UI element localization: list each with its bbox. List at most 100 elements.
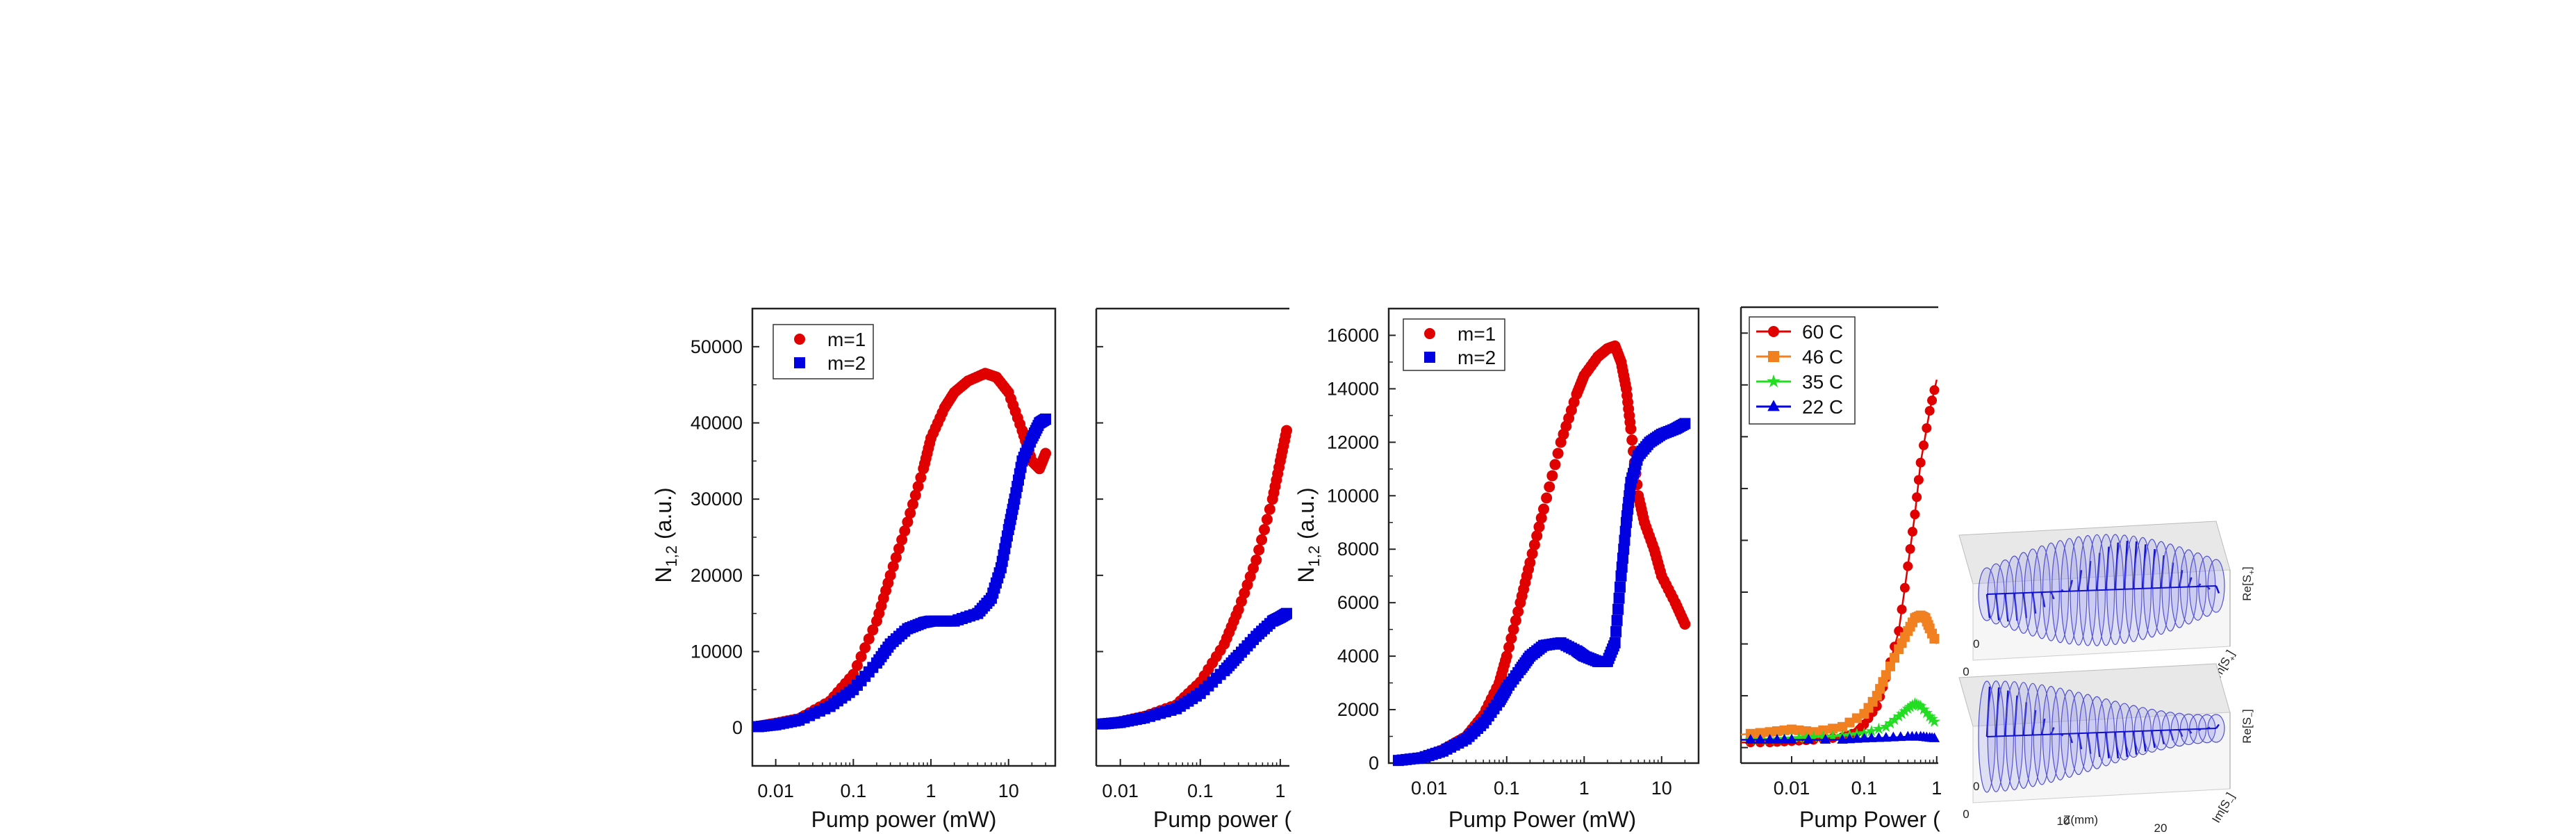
data-point bbox=[1880, 720, 1892, 733]
data-point bbox=[915, 472, 927, 484]
x-tick-label: 1 bbox=[1275, 780, 1285, 801]
inset-re-label: Re[S−] bbox=[2240, 709, 2256, 744]
data-point bbox=[1917, 703, 1930, 715]
inset-bottom: 0 10 20 0 Z(mm) Re[S−] Im[S−] bbox=[1958, 663, 2256, 834]
y-tick-label: 16000 bbox=[1327, 325, 1379, 345]
inset-vector bbox=[2123, 731, 2129, 758]
data-point bbox=[1626, 434, 1638, 446]
legend-marker bbox=[1768, 351, 1779, 362]
y-tick-label: 12000 bbox=[1327, 432, 1379, 452]
data-point bbox=[1533, 521, 1545, 533]
panel-2-xlabel: Pump power ( bbox=[1153, 807, 1292, 832]
data-point bbox=[1800, 731, 1813, 743]
data-point bbox=[1619, 525, 1631, 537]
legend-label: 46 C bbox=[1802, 346, 1843, 368]
panel-1-xlabel: Pump power (mW) bbox=[811, 807, 997, 832]
data-point bbox=[1837, 734, 1848, 744]
inset-z-tick: 20 bbox=[2154, 821, 2168, 834]
data-point bbox=[1895, 731, 1906, 742]
inset-re-label: Re[S+] bbox=[2240, 566, 2256, 601]
data-point bbox=[1040, 414, 1052, 425]
y-tick-label: 30000 bbox=[691, 489, 743, 509]
legend-marker bbox=[1424, 352, 1435, 363]
data-point bbox=[902, 516, 914, 528]
data-point bbox=[1924, 710, 1936, 722]
data-point bbox=[1807, 730, 1820, 743]
data-point bbox=[1818, 725, 1828, 735]
data-point bbox=[1524, 557, 1536, 569]
data-point bbox=[1617, 553, 1628, 564]
data-point bbox=[1764, 734, 1776, 744]
data-point bbox=[1881, 670, 1891, 680]
data-point bbox=[1280, 607, 1292, 619]
x-tick-label: 1 bbox=[1579, 778, 1590, 799]
data-point bbox=[1552, 448, 1564, 459]
data-point bbox=[1873, 732, 1885, 742]
series-60 C bbox=[1741, 379, 1940, 748]
data-point bbox=[1538, 503, 1549, 515]
legend-marker bbox=[794, 357, 805, 368]
y-tick-label: 4000 bbox=[1337, 646, 1379, 667]
data-point bbox=[1881, 732, 1892, 742]
series-s0 bbox=[1097, 425, 1292, 730]
panel-3-marks bbox=[1392, 340, 1691, 767]
panel-1: 0.01 0.1 1 10 0 10000 20000 30000 40000 50000 m=1… bbox=[651, 307, 1057, 832]
x-tick-label: 10 bbox=[1651, 778, 1672, 799]
data-point bbox=[1679, 618, 1691, 630]
data-point bbox=[1512, 606, 1524, 617]
data-point bbox=[893, 543, 905, 555]
inset-re-label-text: Re[S bbox=[2240, 717, 2254, 744]
panel-4-marks bbox=[1740, 379, 1941, 748]
data-point bbox=[1264, 503, 1275, 515]
data-point bbox=[1510, 614, 1521, 626]
panel-2-marks bbox=[1097, 425, 1292, 730]
y-tick-label: 20000 bbox=[691, 565, 743, 586]
data-point bbox=[1615, 570, 1627, 582]
data-point bbox=[1280, 425, 1292, 436]
data-point bbox=[1913, 475, 1924, 485]
inset-re-label-sub: + bbox=[2247, 570, 2256, 575]
y-tick-label: 2000 bbox=[1337, 699, 1379, 720]
legend-marker bbox=[1767, 400, 1780, 411]
data-point bbox=[1792, 731, 1806, 744]
legend-label: m=1 bbox=[1458, 323, 1496, 345]
data-point bbox=[1918, 440, 1929, 450]
inset-z-tick: 0 bbox=[1963, 808, 1969, 821]
legend-label: 60 C bbox=[1802, 321, 1843, 343]
panel-4-legend: 60 C 46 C 35 C 22 C bbox=[1749, 316, 1856, 425]
data-point bbox=[909, 489, 921, 501]
data-point bbox=[1929, 385, 1940, 395]
inset-re-label-end: ] bbox=[2240, 566, 2254, 570]
inset-axis-line bbox=[1986, 728, 2217, 737]
inset-vector bbox=[2114, 732, 2120, 759]
data-point bbox=[859, 642, 871, 654]
inset-axis-line bbox=[1986, 585, 2217, 595]
data-point bbox=[1544, 481, 1555, 493]
data-point bbox=[1505, 632, 1517, 644]
data-point bbox=[905, 507, 916, 519]
data-point bbox=[1851, 733, 1863, 743]
data-point bbox=[896, 534, 908, 546]
y-tick-label: 50000 bbox=[691, 336, 743, 357]
series-m=2 bbox=[1392, 418, 1691, 767]
data-point bbox=[1888, 731, 1899, 742]
data-point bbox=[1611, 614, 1623, 626]
data-point bbox=[1890, 653, 1900, 663]
data-point bbox=[1755, 728, 1765, 738]
inset-z-tick: 0 bbox=[1963, 665, 1969, 678]
data-point bbox=[1508, 623, 1519, 635]
panel-1-ylabel: N1,2 (a.u.) bbox=[651, 487, 680, 582]
panel-3-ylabel: N1,2 (a.u.) bbox=[1294, 487, 1323, 582]
data-point bbox=[1615, 581, 1626, 593]
legend-label: 22 C bbox=[1802, 396, 1843, 418]
inset-z-label: Z(mm) bbox=[2063, 813, 2098, 826]
data-point bbox=[1258, 524, 1270, 536]
data-point bbox=[912, 480, 924, 492]
data-point bbox=[1885, 661, 1895, 671]
data-point bbox=[1907, 527, 1917, 537]
data-point bbox=[1826, 730, 1839, 742]
data-point bbox=[1503, 641, 1515, 653]
y-tick-label: 10000 bbox=[691, 641, 743, 662]
data-point bbox=[1858, 733, 1870, 743]
inset-re-label-text: Re[S bbox=[2240, 575, 2254, 601]
